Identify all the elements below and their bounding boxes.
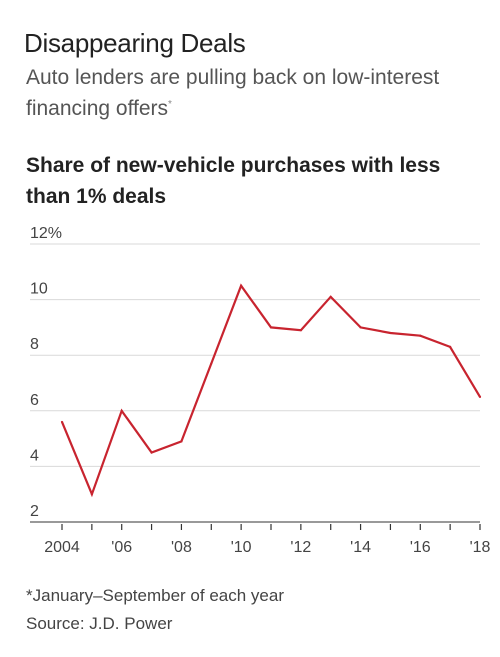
data-point-2004 bbox=[60, 420, 64, 424]
data-point-2018 bbox=[478, 395, 482, 398]
x-tick-label-2016: '16 bbox=[410, 539, 431, 556]
source-note: Source: J.D. Power bbox=[26, 614, 173, 633]
series-line-0 bbox=[60, 283, 481, 498]
data-point-2010 bbox=[240, 284, 243, 287]
x-tick-label-2014: '14 bbox=[350, 539, 371, 556]
data-point-2008 bbox=[180, 440, 183, 443]
data-point-2006 bbox=[120, 409, 123, 412]
data-point-2011 bbox=[269, 326, 273, 329]
data-point-2016 bbox=[419, 334, 422, 337]
chart-title: Share of new-vehicle purchases with less… bbox=[26, 154, 441, 208]
y-tick-label-10: 10 bbox=[30, 281, 48, 298]
page-title: Disappearing Deals bbox=[24, 28, 246, 58]
x-tick-label-2010: '10 bbox=[231, 539, 252, 556]
page-subtitle: Auto lenders are pulling back on low-int… bbox=[26, 64, 486, 122]
data-point-2014 bbox=[359, 326, 362, 329]
data-point-2005 bbox=[90, 493, 93, 496]
x-tick-label-2018: '18 bbox=[470, 539, 491, 556]
x-tick-label-2008: '08 bbox=[171, 539, 192, 556]
footnote-note: *January–September of each year bbox=[26, 586, 284, 605]
y-tick-label-4: 4 bbox=[30, 447, 39, 464]
data-point-2007 bbox=[150, 451, 153, 454]
data-point-2015 bbox=[389, 331, 392, 335]
x-tick-label-2012: '12 bbox=[290, 539, 311, 556]
y-tick-label-8: 8 bbox=[30, 336, 39, 353]
x-tick-label-2004: 2004 bbox=[44, 539, 80, 556]
y-tick-label-6: 6 bbox=[30, 392, 39, 409]
data-point-2013 bbox=[329, 295, 332, 298]
y-tick-label-2: 2 bbox=[30, 503, 39, 520]
footnote-marker: * bbox=[168, 99, 172, 110]
x-tick-label-2006: '06 bbox=[111, 539, 132, 556]
data-point-2009 bbox=[210, 362, 213, 365]
y-tick-label-12: 12% bbox=[30, 225, 62, 242]
data-point-2012 bbox=[299, 329, 302, 332]
subtitle-text: Auto lenders are pulling back on low-int… bbox=[26, 66, 440, 120]
data-point-2017 bbox=[449, 345, 452, 348]
